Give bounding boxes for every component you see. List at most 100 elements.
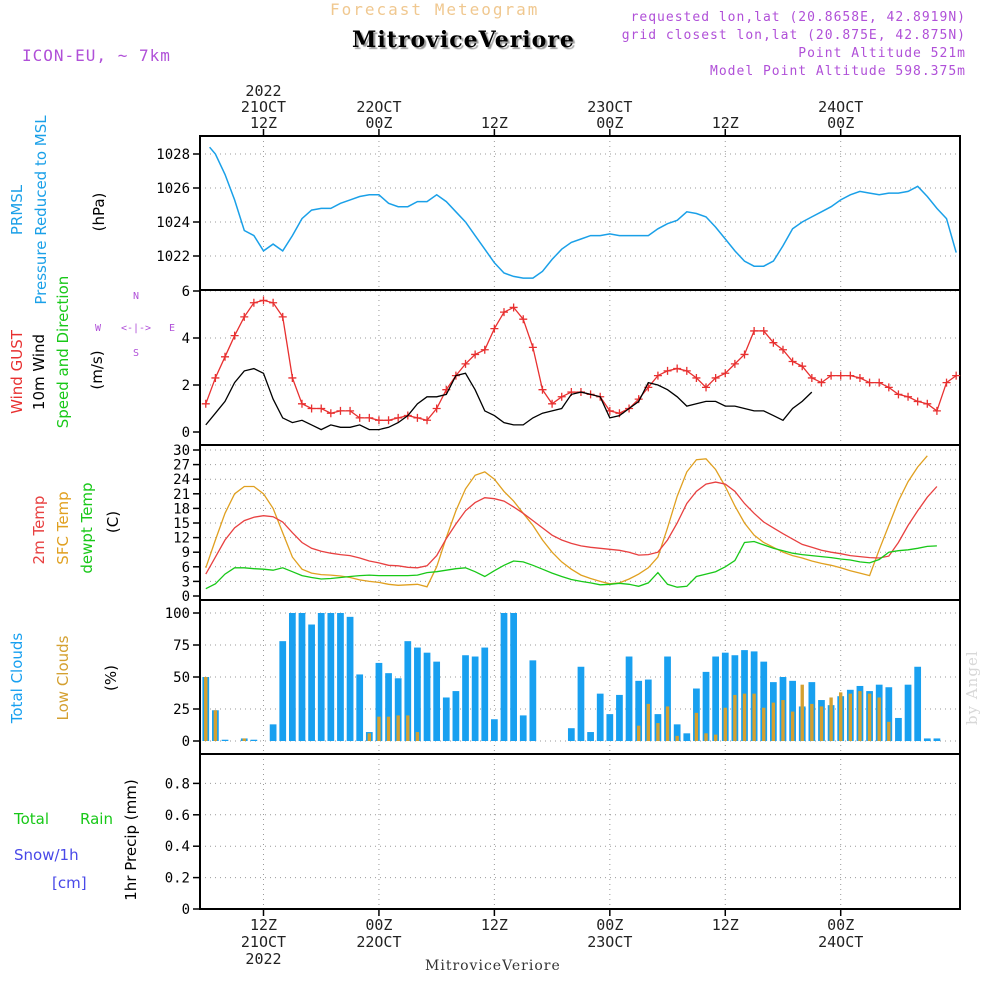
total-cloud-bar [481,647,489,741]
time-label-bottom: 00Z [365,916,392,934]
y-tick-label: 27 [173,458,190,474]
gust-marker [894,390,903,399]
gust-marker [297,399,306,408]
gust-marker [548,399,557,408]
gust-marker [374,416,383,425]
total-cloud-bar [404,641,412,741]
low-cloud-bar [646,703,650,741]
low-cloud-bar [637,725,641,741]
total-cloud-bar [712,656,720,741]
total-cloud-bar [635,680,643,741]
gust-marker [278,312,287,321]
time-label-top: 00Z [365,114,392,132]
total-cloud-bar [567,728,575,741]
y-tick-label: 3 [182,574,190,590]
gust-marker [913,397,922,406]
time-label-bottom: 21OCT [241,933,286,951]
y-tick-label: 21 [173,487,190,503]
gust-marker [865,378,874,387]
gust-marker [923,399,932,408]
pressure-line [209,146,957,279]
gust-marker [500,308,508,317]
model-point-altitude: Model Point Altitude 598.375m [710,64,966,79]
clouds-unit-label: (%) [102,665,120,691]
low-cloud-bar [204,677,208,741]
gust-marker [798,362,807,371]
gust-marker [663,366,672,375]
gust-marker [336,406,345,415]
total-cloud-bar [664,656,671,741]
wind-gust-label: Wind GUST [8,329,26,414]
total-cloud-bar [683,733,691,741]
total-cloud-bar [587,732,594,741]
requested-location: requested lon,lat (20.8658E, 42.8919N) [630,10,966,25]
time-label-top: 22OCT [356,98,401,116]
gust-marker [240,312,249,321]
low-cloud-bar [887,721,891,741]
time-label-bottom: 12Z [712,916,739,934]
total-cloud-bar [885,687,893,741]
wind-speed-line [205,367,813,431]
total-clouds-label: Total Clouds [8,633,26,725]
precipitation-panel-frame [199,753,961,910]
y-tick-label: 25 [173,702,190,718]
y-tick-label: 18 [173,501,190,517]
total-cloud-bar [702,671,710,741]
gust-marker [346,406,355,415]
wind-panel-frame [199,289,961,446]
y-tick-label: 2 [182,378,190,394]
low-cloud-bar [377,716,381,741]
gust-marker [827,371,836,380]
total-cloud-bar [904,684,912,741]
low-cloud-bar [694,712,699,741]
dewpt-line [205,540,937,590]
y-tick-label: 1024 [156,215,190,231]
model-name: ICON-EU, ~ 7km [22,46,171,65]
total-cloud-bar [923,738,931,741]
gust-marker [855,373,864,382]
gust-marker [249,298,258,307]
gust-marker [653,371,662,380]
precip-total-label: Total [13,810,49,828]
pressure-panel-frame [199,135,961,291]
gust-marker [904,392,913,401]
total-cloud-bar [221,739,229,741]
gust-marker [778,345,787,354]
gust-marker [221,352,230,361]
total-cloud-bar [500,613,508,741]
low-cloud-bar [213,710,218,741]
low-cloud-bar [867,693,872,741]
precip-snow-label: Snow/1h [14,846,79,864]
gust-marker [875,378,884,387]
gust-marker [846,371,855,380]
dewpt-label: dewpt Temp [78,482,96,573]
gust-marker [528,343,537,352]
gust-marker [317,404,326,413]
time-label-top: 00Z [596,114,623,132]
y-tick-label: 0.6 [165,808,190,824]
gust-marker [384,416,393,425]
time-label-bottom: 22OCT [356,933,401,951]
compass-west: W [95,323,102,334]
chart-title: MitroviceVeriore [352,27,575,53]
time-label-bottom: 23OCT [587,933,632,951]
time-label-bottom: 12Z [250,916,277,934]
low-cloud-bar [848,693,853,741]
total-cloud-bar [510,613,517,741]
gust-marker [673,364,682,373]
gust-marker [211,373,220,382]
y-tick-label: 100 [165,606,190,622]
total-cloud-bar [616,694,623,741]
precip-snow-unit-label: [cm] [52,874,87,892]
low-cloud-bar [665,706,670,741]
total-cloud-bar [356,674,364,741]
low-cloud-bar [396,715,400,741]
total-cloud-bar [433,661,441,741]
gust-marker [692,373,701,382]
total-cloud-bar [394,678,402,741]
total-cloud-bar [452,691,460,741]
total-cloud-bar [375,662,383,741]
gust-marker [394,413,403,422]
y-tick-label: 9 [182,545,190,561]
